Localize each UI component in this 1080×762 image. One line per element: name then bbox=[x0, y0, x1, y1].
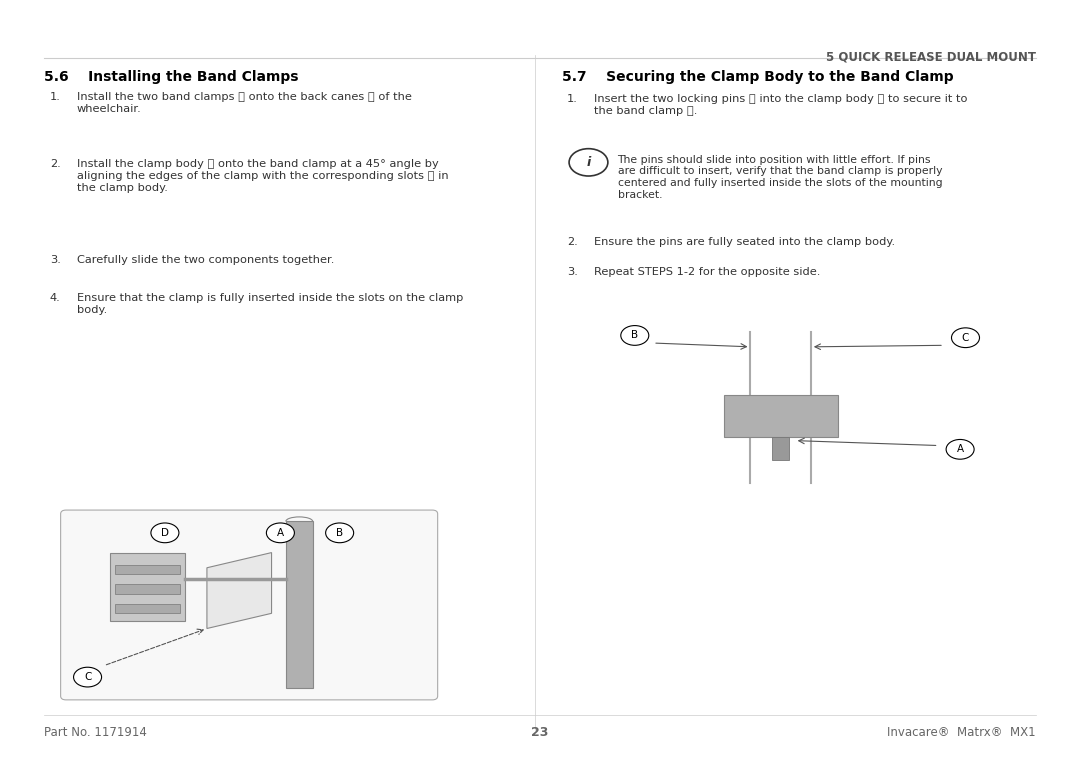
Text: 5.6    Installing the Band Clamps: 5.6 Installing the Band Clamps bbox=[44, 69, 299, 84]
Text: B: B bbox=[631, 331, 638, 341]
Circle shape bbox=[267, 523, 295, 543]
Text: Repeat STEPS 1-2 for the opposite side.: Repeat STEPS 1-2 for the opposite side. bbox=[594, 267, 820, 277]
Text: 2.: 2. bbox=[50, 159, 60, 169]
Text: 3.: 3. bbox=[567, 267, 578, 277]
Text: 1.: 1. bbox=[567, 94, 578, 104]
Circle shape bbox=[946, 440, 974, 459]
Text: The pins should slide into position with little effort. If pins
are difficult to: The pins should slide into position with… bbox=[618, 155, 942, 200]
Text: Carefully slide the two components together.: Carefully slide the two components toget… bbox=[77, 255, 334, 265]
Bar bbox=[286, 521, 313, 689]
Text: C: C bbox=[84, 672, 91, 682]
Polygon shape bbox=[207, 552, 271, 629]
Circle shape bbox=[951, 328, 980, 347]
Bar bbox=[772, 437, 789, 459]
Circle shape bbox=[151, 523, 179, 543]
Text: 5.7    Securing the Clamp Body to the Band Clamp: 5.7 Securing the Clamp Body to the Band … bbox=[562, 69, 954, 84]
Text: 4.: 4. bbox=[50, 293, 60, 303]
Text: Ensure the pins are fully seated into the clamp body.: Ensure the pins are fully seated into th… bbox=[594, 237, 895, 247]
Text: 5 QUICK RELEASE DUAL MOUNT: 5 QUICK RELEASE DUAL MOUNT bbox=[825, 51, 1036, 64]
FancyBboxPatch shape bbox=[60, 510, 437, 700]
Text: Invacare®  Matrx®  MX1: Invacare® Matrx® MX1 bbox=[887, 726, 1036, 739]
Text: A: A bbox=[276, 528, 284, 538]
Text: Install the two band clamps Ⓐ onto the back canes Ⓑ of the
wheelchair.: Install the two band clamps Ⓐ onto the b… bbox=[77, 92, 411, 114]
Bar bbox=[116, 604, 180, 613]
Text: C: C bbox=[962, 333, 969, 343]
Circle shape bbox=[569, 149, 608, 176]
Text: 1.: 1. bbox=[50, 92, 60, 103]
Text: B: B bbox=[336, 528, 343, 538]
Text: D: D bbox=[161, 528, 168, 538]
Bar bbox=[116, 565, 180, 574]
Text: Ensure that the clamp is fully inserted inside the slots on the clamp
body.: Ensure that the clamp is fully inserted … bbox=[77, 293, 463, 315]
Text: 2.: 2. bbox=[567, 237, 578, 247]
Text: 3.: 3. bbox=[50, 255, 60, 265]
Text: i: i bbox=[586, 156, 591, 169]
Text: A: A bbox=[957, 444, 963, 454]
Text: Insert the two locking pins Ⓐ into the clamp body Ⓑ to secure it to
the band cla: Insert the two locking pins Ⓐ into the c… bbox=[594, 94, 968, 116]
Text: 23: 23 bbox=[531, 726, 549, 739]
Circle shape bbox=[326, 523, 353, 543]
Bar bbox=[110, 552, 186, 621]
Bar bbox=[724, 395, 838, 437]
Bar bbox=[116, 584, 180, 594]
Text: Install the clamp body Ⓒ onto the band clamp at a 45° angle by
aligning the edge: Install the clamp body Ⓒ onto the band c… bbox=[77, 159, 448, 193]
Text: Part No. 1171914: Part No. 1171914 bbox=[44, 726, 147, 739]
Circle shape bbox=[621, 325, 649, 345]
Circle shape bbox=[73, 668, 102, 687]
